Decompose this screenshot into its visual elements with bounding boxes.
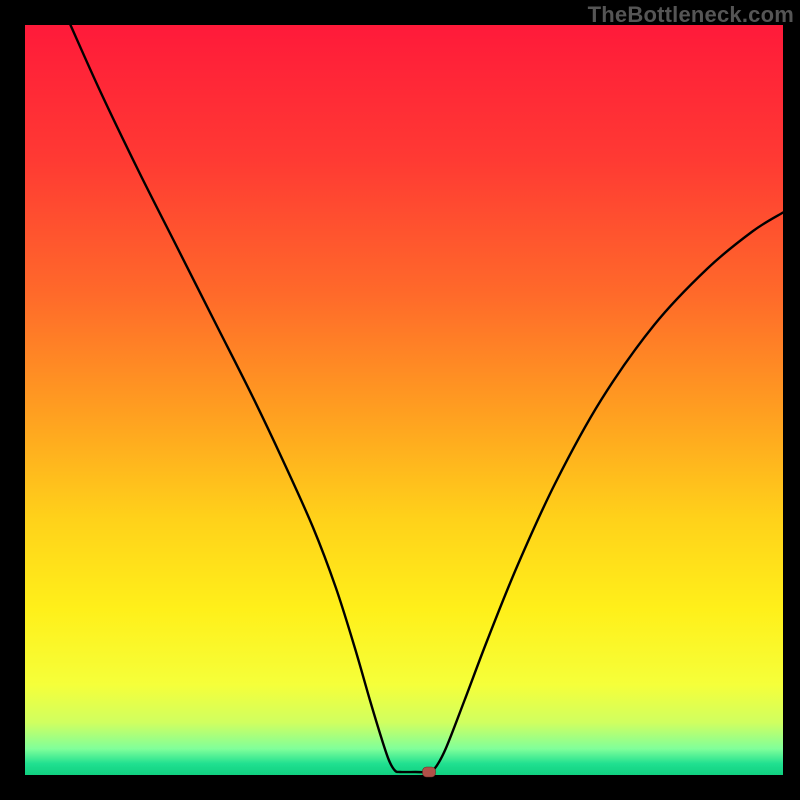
optimal-point-marker [423,767,436,777]
chart-plot-area [25,25,783,775]
bottleneck-chart [0,0,800,800]
